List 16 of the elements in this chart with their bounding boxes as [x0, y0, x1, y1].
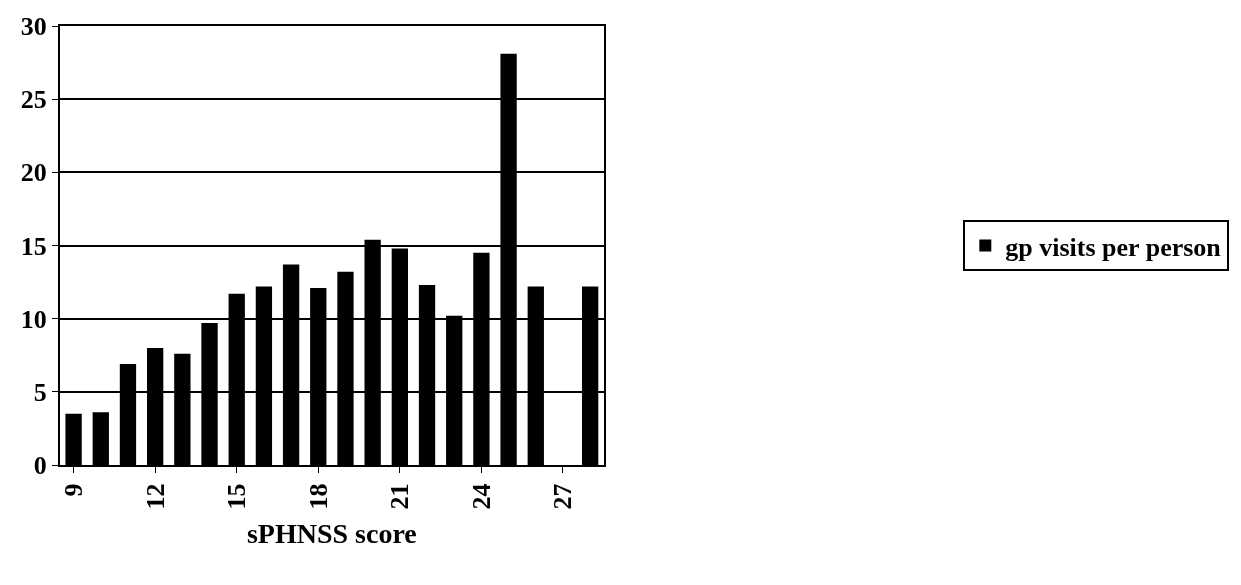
x-axis-title: sPHNSS score: [246, 518, 417, 549]
x-tick-label: 9: [59, 483, 89, 497]
legend-label: gp visits per person: [1005, 232, 1222, 262]
y-tick-label: 15: [20, 231, 47, 261]
x-tick-label: 15: [222, 483, 252, 510]
x-tick-label: 24: [466, 483, 496, 510]
y-tick-label: 5: [33, 377, 47, 407]
y-tick-label: 25: [20, 85, 47, 115]
y-tick-label: 10: [20, 304, 47, 334]
x-tick-label: 21: [385, 483, 415, 510]
x-tick-label: 27: [548, 483, 578, 510]
y-tick-label: 20: [20, 158, 47, 188]
y-tick-label: 30: [20, 12, 47, 42]
x-tick-label: 12: [140, 483, 170, 510]
y-tick-label: 0: [33, 451, 47, 481]
x-tick-label: 18: [303, 483, 333, 510]
